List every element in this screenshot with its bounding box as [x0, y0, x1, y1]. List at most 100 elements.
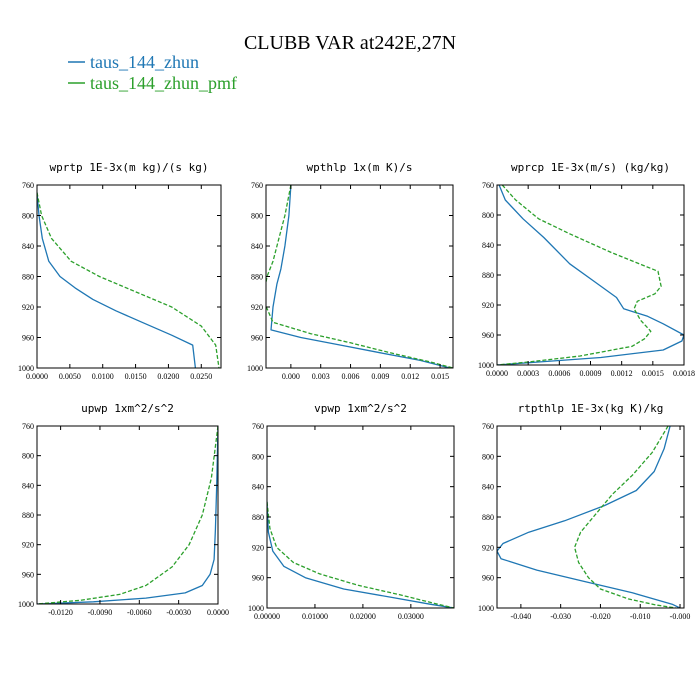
x-tick-label: -0.020 [590, 612, 611, 621]
y-tick-label: 760 [22, 181, 34, 190]
x-tick-label: -0.0060 [127, 608, 152, 617]
panel-1: wprtp 1E-3x(m kg)/(s kg) 760 800 840 880 920 9… [18, 161, 222, 381]
x-tick-label: -0.0090 [88, 608, 113, 617]
y-tick-label: 960 [22, 570, 34, 579]
y-tick-label: 1000 [478, 604, 494, 613]
y-tick-label: 920 [252, 543, 264, 552]
x-tick-label: -0.030 [550, 612, 571, 621]
panel-title: vpwp 1xm^2/s^2 [314, 402, 407, 415]
y-tick-label: 800 [22, 212, 34, 221]
legend-label-zhun-pmf: taus_144_zhun_pmf [90, 73, 237, 93]
y-tick-label: 840 [22, 481, 34, 490]
series-group [266, 185, 453, 368]
y-tick-label: 840 [22, 242, 34, 251]
x-tick-label: 0.012 [401, 372, 419, 381]
y-tick-label: 760 [22, 422, 34, 431]
x-tick-label: -0.0120 [48, 608, 73, 617]
series-line-zhun-pmf [37, 192, 220, 368]
y-tick-label: 800 [251, 212, 263, 221]
x-tick-label: 0.0000 [486, 369, 508, 378]
y-tick-label: 920 [22, 541, 34, 550]
series-group [267, 501, 454, 608]
y-tick-label: 880 [482, 513, 494, 522]
x-tick-label: 0.0250 [190, 372, 212, 381]
series-line-zhun [497, 426, 681, 608]
x-tick-label: 0.00000 [254, 612, 280, 621]
x-tick-label: 0.0009 [580, 369, 602, 378]
series-line-zhun [37, 426, 218, 604]
x-tick-label: -0.0030 [166, 608, 191, 617]
x-tick-label: 0.0100 [92, 372, 114, 381]
y-tick-label: 960 [252, 574, 264, 583]
x-tick-label: 0.009 [371, 372, 389, 381]
x-tick-label: 0.000 [282, 372, 300, 381]
y-tick-label: 1000 [478, 361, 494, 370]
y-tick-label: 1000 [247, 364, 263, 373]
series-group [37, 426, 218, 604]
panel-title: wprtp 1E-3x(m kg)/(s kg) [50, 161, 209, 174]
y-tick-label: 800 [22, 452, 34, 461]
y-tick-label: 960 [22, 334, 34, 343]
y-tick-label: 880 [252, 513, 264, 522]
y-tick-label: 880 [22, 511, 34, 520]
series-line-zhun-pmf [497, 185, 662, 365]
y-tick-label: 1000 [18, 364, 34, 373]
y-tick-label: 840 [482, 241, 494, 250]
x-tick-label: 0.015 [431, 372, 449, 381]
x-tick-label: 0.0200 [157, 372, 179, 381]
x-tick-label: 0.0006 [548, 369, 570, 378]
y-tick-label: 920 [482, 301, 494, 310]
y-tick-label: 800 [482, 211, 494, 220]
panel-3: wprcp 1E-3x(m/s) (kg/kg) 760 800 840 880 920 9… [478, 161, 695, 378]
series-line-zhun-pmf [266, 185, 453, 368]
panel-4: upwp 1xm^2/s^2 760 800 840 880 920 960 1000 -0.0… [18, 402, 229, 617]
panels: wprtp 1E-3x(m kg)/(s kg) 760 800 840 880 920 9… [18, 161, 695, 621]
panel-6: rtpthlp 1E-3x(kg K)/kg 760 800 840 880 920 960… [478, 402, 690, 621]
panel-2: wpthlp 1x(m K)/s 760 800 840 880 920 960 1000 0.… [247, 161, 454, 381]
figure-legend: taus_144_zhun taus_144_zhun_pmf [68, 52, 237, 93]
series-line-zhun [267, 501, 454, 608]
y-tick-label: 960 [482, 574, 494, 583]
y-tick-label: 760 [482, 422, 494, 431]
y-tick-label: 920 [251, 303, 263, 312]
x-tick-label: 0.0000 [26, 372, 48, 381]
y-tick-label: 840 [251, 242, 263, 251]
y-tick-label: 1000 [18, 600, 34, 609]
y-tick-label: 920 [22, 303, 34, 312]
y-tick-label: 840 [252, 483, 264, 492]
series-line-zhun-pmf [267, 501, 454, 608]
y-tick-label: 800 [252, 452, 264, 461]
x-tick-label: 0.0000 [207, 608, 229, 617]
series-line-zhun [37, 192, 197, 368]
y-tick-label: 960 [482, 331, 494, 340]
x-tick-label: 0.006 [342, 372, 360, 381]
x-tick-label: 0.0012 [611, 369, 633, 378]
x-tick-label: 0.03000 [398, 612, 424, 621]
series-group [497, 185, 684, 365]
y-tick-label: 920 [482, 543, 494, 552]
y-tick-label: 960 [251, 334, 263, 343]
y-tick-label: 760 [482, 181, 494, 190]
x-tick-label: -0.040 [511, 612, 532, 621]
panel-title: upwp 1xm^2/s^2 [81, 402, 174, 415]
y-tick-label: 880 [482, 271, 494, 280]
panel-title: wprcp 1E-3x(m/s) (kg/kg) [511, 161, 670, 174]
y-tick-label: 760 [252, 422, 264, 431]
x-tick-label: -0.010 [630, 612, 651, 621]
x-tick-label: 0.01000 [302, 612, 328, 621]
figure-title: CLUBB VAR at242E,27N [244, 32, 456, 54]
y-tick-label: 880 [22, 273, 34, 282]
x-tick-label: -0.000 [670, 612, 691, 621]
x-tick-label: 0.0050 [59, 372, 81, 381]
x-tick-label: 0.0018 [673, 369, 695, 378]
x-tick-label: 0.0015 [642, 369, 664, 378]
legend-label-zhun: taus_144_zhun [90, 52, 199, 72]
x-tick-label: 0.0003 [517, 369, 539, 378]
y-tick-label: 840 [482, 483, 494, 492]
x-tick-label: 0.0150 [125, 372, 147, 381]
y-tick-label: 880 [251, 273, 263, 282]
panel-5: vpwp 1xm^2/s^2 760 800 840 880 920 960 10000.00… [248, 402, 455, 621]
y-tick-label: 760 [251, 181, 263, 190]
y-tick-label: 1000 [248, 604, 264, 613]
